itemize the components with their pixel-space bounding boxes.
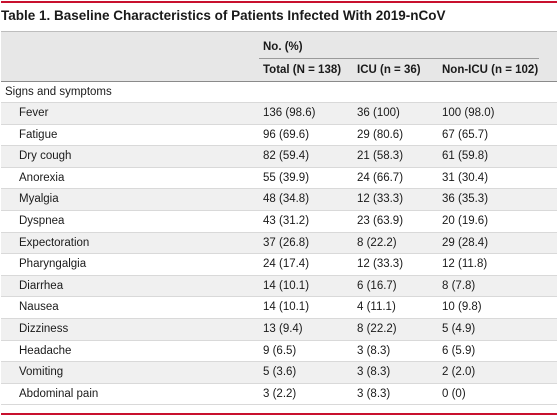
cell-total: 96 (69.6): [263, 128, 310, 141]
cell-total: 9 (6.5): [263, 344, 297, 357]
cell-non-icu: 29 (28.4): [442, 236, 489, 249]
table-row: Headache 9 (6.5) 3 (8.3) 6 (5.9): [1, 341, 557, 363]
table-row: Fever 136 (98.6) 36 (100) 100 (98.0): [1, 103, 557, 125]
cell-icu: 36 (100): [357, 107, 400, 119]
cell-symptom: Abdominal pain: [19, 387, 99, 400]
cell-icu: 23 (63.9): [357, 214, 404, 227]
cell-icu: 8 (22.2): [357, 322, 397, 335]
table-body: Fever 136 (98.6) 36 (100) 100 (98.0) Fatigue…: [1, 103, 557, 406]
cell-total: 14 (10.1): [263, 279, 310, 292]
cell-total: 43 (31.2): [263, 214, 310, 227]
table-row: Pharyngalgia 24 (17.4) 12 (33.3) 12 (11.8): [1, 254, 557, 276]
table-row: Diarrhea 14 (10.1) 6 (16.7) 8 (7.8): [1, 275, 557, 298]
cell-symptom: Headache: [19, 344, 72, 357]
column-header-total: Total (N = 138): [263, 64, 342, 76]
cell-icu: 4 (11.1): [357, 301, 396, 314]
header-divider: [1, 81, 557, 82]
group-rule: [259, 58, 539, 59]
cell-symptom: Dyspnea: [19, 214, 65, 227]
group-label: No. (%): [263, 41, 303, 53]
cell-symptom: Expectoration: [19, 236, 90, 249]
cell-icu: 12 (33.3): [357, 193, 404, 206]
cell-symptom: Fever: [19, 107, 49, 119]
cell-symptom: Dry cough: [19, 150, 72, 163]
table-row: Myalgia 48 (34.8) 12 (33.3) 36 (35.3): [1, 189, 557, 211]
cell-symptom: Dizziness: [19, 322, 69, 335]
cell-icu: 8 (22.2): [357, 236, 397, 249]
cell-non-icu: 100 (98.0): [442, 107, 495, 119]
column-header-icu: ICU (n = 36): [357, 64, 421, 76]
cell-non-icu: 10 (9.8): [442, 301, 482, 314]
table-row: Dry cough 82 (59.4) 21 (58.3) 61 (59.8): [1, 146, 557, 168]
table-row: Fatigue 96 (69.6) 29 (80.6) 67 (65.7): [1, 125, 557, 147]
cell-non-icu: 0 (0): [442, 387, 466, 400]
cell-total: 136 (98.6): [263, 107, 316, 119]
table-title: Table 1. Baseline Characteristics of Pat…: [1, 1, 557, 31]
cell-symptom: Vomiting: [19, 366, 64, 379]
cell-non-icu: 6 (5.9): [442, 344, 476, 357]
table-row: Abdominal pain 3 (2.2) 3 (8.3) 0 (0): [1, 384, 557, 406]
cell-total: 55 (39.9): [263, 171, 310, 184]
cell-icu: 3 (8.3): [357, 344, 391, 357]
cell-symptom: Anorexia: [19, 171, 65, 184]
table-header: No. (%) Total (N = 138) ICU (n = 36) Non…: [1, 31, 557, 82]
cell-total: 24 (17.4): [263, 258, 310, 271]
cell-icu: 6 (16.7): [357, 279, 397, 292]
table-row: Vomiting 5 (3.6) 3 (8.3) 2 (2.0): [1, 362, 557, 384]
cell-non-icu: 20 (19.6): [442, 214, 489, 227]
table-row: Dizziness 13 (9.4) 8 (22.2) 5 (4.9): [1, 318, 557, 341]
cell-total: 13 (9.4): [263, 322, 303, 335]
cell-symptom: Myalgia: [19, 193, 59, 206]
cell-symptom: Diarrhea: [19, 279, 64, 292]
cell-total: 3 (2.2): [263, 387, 297, 400]
cell-icu: 29 (80.6): [357, 128, 404, 141]
cell-symptom: Nausea: [19, 301, 59, 314]
table-row: Nausea 14 (10.1) 4 (11.1) 10 (9.8): [1, 297, 557, 319]
table-row: Expectoration 37 (26.8) 8 (22.2) 29 (28.4): [1, 232, 557, 255]
cell-non-icu: 8 (7.8): [442, 279, 476, 292]
cell-total: 48 (34.8): [263, 193, 310, 206]
cell-total: 5 (3.6): [263, 366, 297, 379]
cell-non-icu: 61 (59.8): [442, 150, 489, 163]
cell-non-icu: 2 (2.0): [442, 366, 476, 379]
cell-total: 37 (26.8): [263, 236, 310, 249]
table-row: Dyspnea 43 (31.2) 23 (63.9) 20 (19.6): [1, 211, 557, 233]
cell-non-icu: 12 (11.8): [442, 258, 488, 271]
column-header-non-icu: Non-ICU (n = 102): [442, 64, 539, 76]
cell-non-icu: 5 (4.9): [442, 322, 476, 335]
cell-symptom: Pharyngalgia: [19, 258, 87, 271]
cell-non-icu: 36 (35.3): [442, 193, 489, 206]
cell-symptom: Fatigue: [19, 128, 58, 141]
cell-non-icu: 31 (30.4): [442, 171, 489, 184]
cell-icu: 12 (33.3): [357, 258, 404, 271]
cell-icu: 24 (66.7): [357, 171, 404, 184]
cell-total: 82 (59.4): [263, 150, 310, 163]
cell-total: 14 (10.1): [263, 301, 310, 314]
table-bottom-rule: [1, 413, 557, 415]
section-heading: Signs and symptoms: [1, 82, 557, 103]
cell-icu: 3 (8.3): [357, 366, 391, 379]
cell-non-icu: 67 (65.7): [442, 128, 489, 141]
table-row: Anorexia 55 (39.9) 24 (66.7) 31 (30.4): [1, 168, 557, 190]
cell-icu: 21 (58.3): [357, 150, 404, 163]
cell-icu: 3 (8.3): [357, 387, 391, 400]
